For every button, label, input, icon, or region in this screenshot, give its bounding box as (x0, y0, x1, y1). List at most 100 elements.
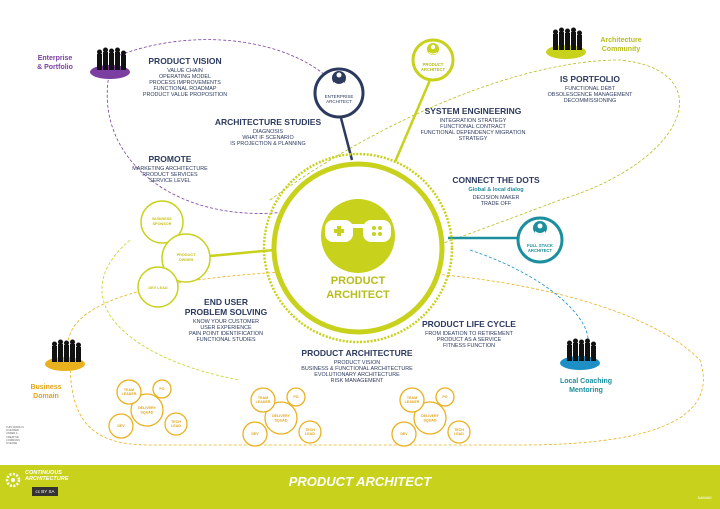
promote-title: PROMOTE (149, 154, 192, 164)
product-vision-item: OPERATING MODEL (159, 74, 211, 80)
squad-po-label: PO (159, 387, 164, 391)
business-domain-label: Business Domain (30, 384, 61, 400)
end-user-title-line1: END USER (204, 297, 248, 307)
system-engineering-title: SYSTEM ENGINEERING (425, 106, 522, 116)
product-architect-diagram: PRODUCT ARCHITECT ENTERPRISE ARCHITECT PR… (30, 27, 704, 447)
enterprise-portfolio-label: Enterprise & Portfolio (37, 55, 73, 71)
promote-item: PRODUCT SERVICES (142, 172, 198, 178)
enterprise-architect-label: ENTERPRISE ARCHITECT (325, 94, 354, 104)
product-vision-title: PRODUCT VISION (148, 56, 221, 66)
product-owner-node[interactable] (161, 233, 211, 283)
product-vision-item: PROCESS IMPROVEMENTS (149, 80, 221, 86)
product-architecture-block: PRODUCT ARCHITECTURE PRODUCT VISION BUSI… (301, 348, 413, 384)
system-engineering-item: STRATEGY (459, 136, 488, 142)
svg-text:PO: PO (442, 395, 447, 399)
brand-line2: ARCHITECTURE (25, 476, 69, 482)
center-title-line2: ARCHITECT (326, 289, 390, 301)
squad-delivery-label: DELIVERY SQUAD (138, 406, 156, 415)
architecture-community-label: Architecture Community (600, 37, 641, 53)
person-icon-product (427, 43, 439, 55)
is-portfolio-item: DECOMMISSIONING (564, 98, 616, 104)
product-architect-node[interactable] (411, 38, 455, 82)
connect-the-dots-item: TRADE OFF (481, 201, 512, 207)
architecture-studies-block: ARCHITECTURE STUDIES DIAGNOSIS WHAT IF S… (215, 117, 322, 147)
business-domain-group-icon (45, 339, 85, 371)
dev-lead-label: DEV LEAD (148, 286, 167, 290)
person-icon-enterprise (332, 71, 346, 86)
gear-icon (5, 472, 21, 488)
product-life-cycle-title: PRODUCT LIFE CYCLE (422, 319, 516, 329)
purple-orbit-top (119, 39, 341, 91)
olive-orbit (269, 59, 680, 271)
architecture-studies-title: ARCHITECTURE STUDIES (215, 117, 322, 127)
svg-text:PO: PO (293, 395, 298, 399)
product-owner-label: PRODUCT OWNER (177, 253, 196, 262)
architecture-studies-item: WHAT IF SCENARIO (242, 135, 293, 141)
architecture-studies-item: IS PROJECTION & PLANNING (230, 141, 305, 147)
purple-orbit (106, 69, 301, 214)
person-icon-fullstack (533, 221, 547, 235)
delivery-squad-cluster: DELIVERY SQUAD TEAM LEADER PO DEV TECH LEAD (391, 387, 471, 447)
product-vision-block: PRODUCT VISION VALUE CHAIN OPERATING MOD… (143, 56, 227, 98)
product-life-cycle-block: PRODUCT LIFE CYCLE FROM IDEATION TO RETI… (422, 319, 516, 349)
local-coaching-label: Local Coaching Mentoring (560, 378, 612, 394)
center-outer-ring (262, 152, 454, 344)
squad-dev-label: DEV (117, 424, 125, 428)
footer-title: PRODUCT ARCHITECT (288, 474, 432, 489)
publisher-logo: NAWAK (697, 495, 712, 500)
system-engineering-item: INTEGRATION STRATEGY (440, 118, 507, 124)
product-vision-item: VALUE CHAIN (167, 68, 203, 74)
olive-orbit-2 (101, 239, 241, 381)
is-portfolio-title: IS PORTFOLIO (560, 74, 620, 84)
enterprise-architect-node[interactable] (313, 67, 365, 119)
product-architecture-title: PRODUCT ARCHITECTURE (301, 348, 412, 358)
product-architecture-item: EVOLUTIONARY ARCHITECTURE (314, 372, 400, 378)
end-user-block: END USER PROBLEM SOLVING KNOW YOUR CUSTO… (185, 297, 268, 343)
is-portfolio-item: OBSOLESCENCE MANAGEMENT (548, 92, 633, 98)
squad-team-leader-label: TEAM LEADER (122, 388, 137, 396)
architecture-studies-item: DIAGNOSIS (253, 129, 283, 135)
connect-the-dots-title: CONNECT THE DOTS (452, 175, 540, 185)
brand-logo-text: CONTINUOUS ARCHITECTURE (25, 470, 68, 482)
full-stack-architect-node[interactable] (516, 216, 564, 264)
product-architecture-item: BUSINESS & FUNCTIONAL ARCHITECTURE (301, 366, 413, 372)
end-user-item: KNOW YOUR CUSTOMER (193, 319, 259, 325)
business-sponsor-node[interactable] (140, 200, 184, 244)
business-sponsor-label: BUSINESS SPONSOR (152, 217, 172, 226)
architecture-community-group-icon (546, 27, 586, 59)
svg-text:DEV: DEV (251, 432, 259, 436)
system-engineering-block: SYSTEM ENGINEERING INTEGRATION STRATEGY … (421, 106, 526, 142)
system-engineering-item: FUNCTIONAL CONTRACT (440, 124, 506, 130)
end-user-item: FUNCTIONAL STUDIES (196, 337, 256, 343)
glasses-icon (325, 220, 391, 242)
enterprise-portfolio-group-icon (90, 47, 130, 79)
end-user-item: USER EXPERIENCE (200, 325, 252, 331)
license-note: THIS WORK IS LICENSED UNDER A CREATIVE C… (6, 426, 24, 446)
product-vision-item: PRODUCT VALUE PROPOSITION (143, 92, 227, 98)
footer-bar: CONTINUOUS ARCHITECTURE cc BY SA PRODUCT… (0, 465, 720, 509)
product-vision-item: FUNCTIONAL ROADMAP (154, 86, 217, 92)
local-coaching-group-icon (560, 338, 600, 370)
end-user-title-line2: PROBLEM SOLVING (185, 307, 268, 317)
dev-lead-node[interactable] (137, 266, 179, 308)
is-portfolio-item: FUNCTIONAL DEBT (565, 86, 616, 92)
svg-text:DEV: DEV (400, 432, 408, 436)
product-architecture-item: PRODUCT VISION (334, 360, 380, 366)
center-disc (321, 199, 395, 273)
system-engineering-item: FUNCTIONAL DEPENDENCY MIGRATION (421, 130, 526, 136)
end-user-item: PAIN POINT IDENTIFICATION (189, 331, 263, 337)
connect-the-dots-item: DECISION MAKER (473, 195, 520, 201)
is-portfolio-block: IS PORTFOLIO FUNCTIONAL DEBT OBSOLESCENC… (548, 74, 633, 104)
delivery-squad-cluster: DELIVERY SQUAD TEAM LEADER PO DEV TECH LEAD (108, 379, 188, 439)
product-life-cycle-item: FROM IDEATION TO RETIREMENT (425, 331, 513, 337)
product-architect-label: PRODUCT ARCHITECT (421, 62, 446, 72)
license-badge[interactable]: cc BY SA (32, 487, 58, 496)
delivery-squad-cluster: DELIVERY SQUAD TEAM LEADER PO DEV TECH LEAD (242, 387, 322, 447)
product-architecture-item: RISK MANAGEMENT (331, 378, 384, 384)
promote-item: MARKETING ARCHITECTURE (132, 166, 208, 172)
product-life-cycle-item: PRODUCT AS A SERVICE (437, 337, 502, 343)
